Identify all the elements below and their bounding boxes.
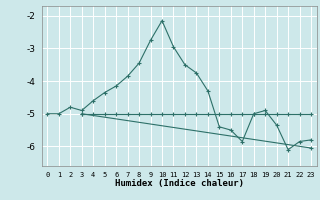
X-axis label: Humidex (Indice chaleur): Humidex (Indice chaleur) [115,179,244,188]
